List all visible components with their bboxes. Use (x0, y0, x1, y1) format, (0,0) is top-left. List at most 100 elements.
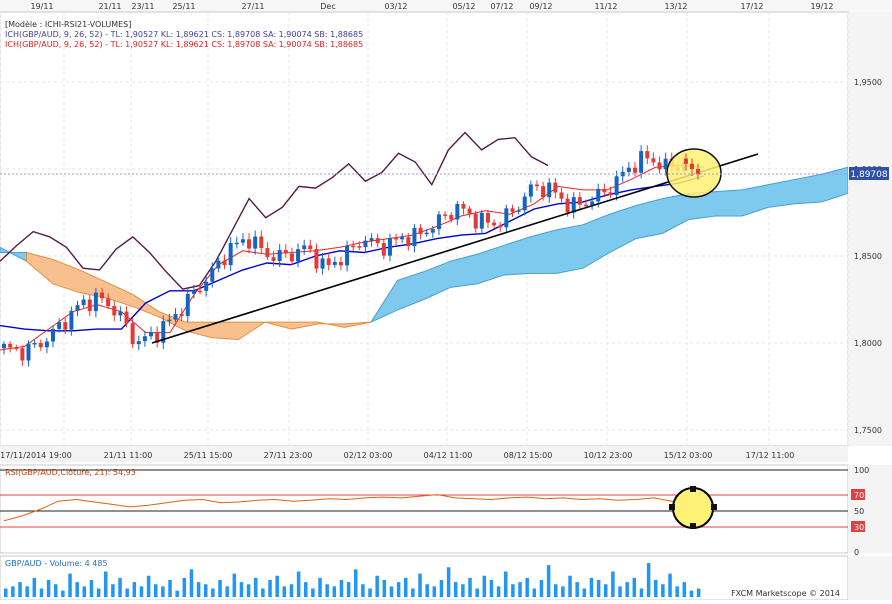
candle-body (614, 176, 619, 196)
candle-body (57, 322, 62, 329)
candle-body (394, 237, 399, 240)
volume-bar (18, 582, 22, 597)
candle-body (418, 227, 423, 235)
candle-body (259, 236, 264, 249)
candle-body (412, 227, 417, 247)
price-tick-label: 1,7500 (854, 426, 882, 435)
volume-bar (425, 584, 429, 597)
candle-body (645, 151, 650, 159)
volume-bar (25, 586, 29, 597)
top-axis-label: 13/12 (664, 2, 687, 11)
volume-bars (4, 563, 701, 597)
candle-body (690, 163, 694, 169)
candle-body (228, 243, 233, 266)
candle-body (136, 341, 141, 345)
volume-bar (682, 582, 687, 597)
candle-body (332, 261, 337, 265)
volume-bar (96, 588, 101, 597)
candle-body (583, 204, 588, 207)
volume-bar (111, 584, 115, 597)
candle-body (69, 310, 74, 330)
candle-body (443, 214, 448, 216)
candle-body (473, 213, 478, 229)
candle-body (596, 188, 601, 202)
rsi-level-label: 30 (854, 523, 864, 532)
volume-bar (532, 588, 537, 597)
volume-bar (482, 575, 487, 597)
top-axis-label: 03/12 (384, 2, 407, 11)
candle-body (608, 192, 613, 196)
rsi-highlight-circle (672, 487, 714, 529)
candle-body (387, 237, 392, 256)
candle-body (51, 328, 56, 342)
candle-body (75, 305, 80, 311)
volume-bar (139, 586, 144, 597)
volume-bar (418, 573, 422, 597)
candle-body (357, 246, 362, 248)
volume-bar (61, 590, 65, 597)
candle-body (63, 322, 68, 330)
volume-bar (661, 584, 665, 597)
volume-bar (232, 573, 237, 597)
volume-bar (332, 586, 337, 597)
volume-bar (654, 580, 658, 597)
volume-bar (175, 590, 179, 597)
candle-body (20, 348, 25, 361)
volume-bar (675, 586, 679, 597)
candle-body (247, 239, 252, 249)
volume-bar (461, 584, 465, 597)
candle-body (436, 214, 441, 230)
volume-bar (525, 577, 529, 597)
volume-bar (596, 580, 601, 597)
time-axis-label: 21/11 11:00 (104, 451, 153, 460)
candle-body (467, 208, 472, 214)
candle-body (283, 250, 288, 254)
candle-body (479, 212, 484, 229)
candle-body (216, 260, 221, 269)
candle-body (44, 341, 49, 348)
candle-body (449, 215, 454, 220)
volume-bar (89, 580, 94, 597)
top-axis-label: 23/11 (131, 2, 154, 11)
candle-body (130, 323, 135, 345)
volume-bar (82, 586, 87, 597)
latest-candles (684, 153, 700, 180)
candle-body (485, 212, 490, 223)
volume-bar (161, 586, 165, 597)
candle-body (620, 171, 625, 177)
candle-body (657, 162, 662, 170)
time-axis-label: 10/12 23:00 (584, 451, 633, 460)
candle-body (400, 237, 405, 240)
candle-body (424, 232, 429, 235)
time-axis-label: 08/12 15:00 (504, 451, 553, 460)
candle-body (167, 319, 172, 322)
rsi-level-label: 50 (854, 507, 864, 516)
volume-bar (4, 588, 8, 597)
candle-body (406, 237, 411, 247)
volume-bar (589, 577, 594, 597)
price-axis (848, 12, 892, 446)
trendline[interactable] (151, 153, 759, 344)
candle-body (663, 158, 668, 170)
candle-body (684, 158, 688, 164)
price-tick-label: 1,8000 (854, 339, 882, 348)
time-axis-label: 04/12 11:00 (424, 451, 473, 460)
candlesticks (2, 145, 686, 367)
candle-body (234, 242, 239, 245)
rsi-title: RSI(GBP/AUD,Clôture, 21): 54,93 (5, 467, 136, 477)
volume-bar (354, 569, 358, 597)
candle-body (602, 188, 607, 193)
volume-bar (511, 584, 515, 597)
volume-bar (46, 580, 51, 597)
candle-body (271, 257, 276, 261)
volume-bar (289, 584, 294, 597)
candle-body (565, 198, 570, 213)
top-axis-label: Dec (320, 2, 335, 11)
volume-bar (554, 584, 558, 597)
top-axis-label: 11/12 (594, 2, 617, 11)
volume-bar (268, 580, 272, 597)
rsi-level-labels: 100 70 50 30 0 (851, 466, 869, 557)
candle-body (351, 245, 356, 248)
volume-bar (396, 582, 401, 597)
